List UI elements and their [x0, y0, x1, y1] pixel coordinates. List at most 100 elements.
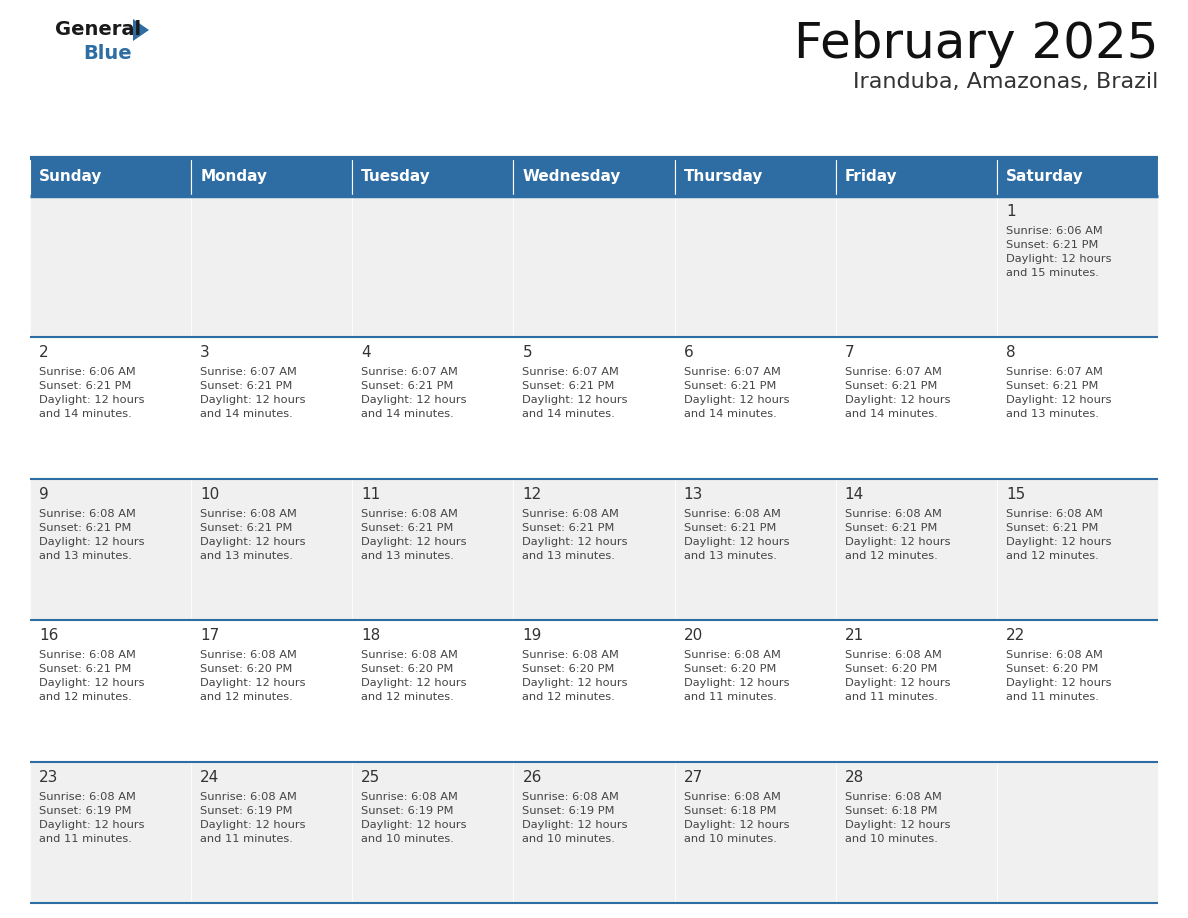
Bar: [997, 158, 1158, 196]
Bar: [30, 196, 191, 338]
Bar: [835, 196, 997, 338]
Bar: [30, 338, 191, 479]
Bar: [353, 196, 513, 338]
Text: Sunrise: 6:06 AM
Sunset: 6:21 PM
Daylight: 12 hours
and 14 minutes.: Sunrise: 6:06 AM Sunset: 6:21 PM Dayligh…: [39, 367, 145, 420]
Bar: [191, 621, 353, 762]
Bar: [513, 621, 675, 762]
Text: 9: 9: [39, 487, 49, 502]
Text: Sunrise: 6:08 AM
Sunset: 6:21 PM
Daylight: 12 hours
and 13 minutes.: Sunrise: 6:08 AM Sunset: 6:21 PM Dayligh…: [361, 509, 467, 561]
Bar: [30, 158, 191, 196]
Text: 1: 1: [1006, 204, 1016, 219]
Bar: [675, 338, 835, 479]
Text: 25: 25: [361, 769, 380, 785]
Bar: [353, 479, 513, 621]
Bar: [191, 338, 353, 479]
Bar: [191, 762, 353, 903]
Bar: [353, 158, 513, 196]
Text: Sunrise: 6:08 AM
Sunset: 6:21 PM
Daylight: 12 hours
and 13 minutes.: Sunrise: 6:08 AM Sunset: 6:21 PM Dayligh…: [200, 509, 305, 561]
Text: 7: 7: [845, 345, 854, 361]
Text: Sunrise: 6:08 AM
Sunset: 6:21 PM
Daylight: 12 hours
and 12 minutes.: Sunrise: 6:08 AM Sunset: 6:21 PM Dayligh…: [845, 509, 950, 561]
Text: 14: 14: [845, 487, 864, 502]
Bar: [353, 338, 513, 479]
Text: Sunday: Sunday: [39, 170, 102, 185]
Text: Sunrise: 6:08 AM
Sunset: 6:20 PM
Daylight: 12 hours
and 11 minutes.: Sunrise: 6:08 AM Sunset: 6:20 PM Dayligh…: [683, 650, 789, 702]
Text: Sunrise: 6:08 AM
Sunset: 6:20 PM
Daylight: 12 hours
and 12 minutes.: Sunrise: 6:08 AM Sunset: 6:20 PM Dayligh…: [200, 650, 305, 702]
Text: Monday: Monday: [200, 170, 267, 185]
Bar: [191, 196, 353, 338]
Bar: [513, 762, 675, 903]
Text: 6: 6: [683, 345, 694, 361]
Text: Sunrise: 6:08 AM
Sunset: 6:21 PM
Daylight: 12 hours
and 13 minutes.: Sunrise: 6:08 AM Sunset: 6:21 PM Dayligh…: [683, 509, 789, 561]
Text: 4: 4: [361, 345, 371, 361]
Text: 21: 21: [845, 628, 864, 644]
Bar: [835, 762, 997, 903]
Text: 23: 23: [39, 769, 58, 785]
Bar: [353, 762, 513, 903]
Text: 2: 2: [39, 345, 49, 361]
Text: Iranduba, Amazonas, Brazil: Iranduba, Amazonas, Brazil: [853, 72, 1158, 92]
Text: Wednesday: Wednesday: [523, 170, 621, 185]
Bar: [513, 338, 675, 479]
Bar: [675, 158, 835, 196]
Text: 22: 22: [1006, 628, 1025, 644]
Bar: [30, 621, 191, 762]
Text: 10: 10: [200, 487, 220, 502]
Text: Sunrise: 6:07 AM
Sunset: 6:21 PM
Daylight: 12 hours
and 14 minutes.: Sunrise: 6:07 AM Sunset: 6:21 PM Dayligh…: [200, 367, 305, 420]
Text: Sunrise: 6:07 AM
Sunset: 6:21 PM
Daylight: 12 hours
and 14 minutes.: Sunrise: 6:07 AM Sunset: 6:21 PM Dayligh…: [845, 367, 950, 420]
Text: Sunrise: 6:06 AM
Sunset: 6:21 PM
Daylight: 12 hours
and 15 minutes.: Sunrise: 6:06 AM Sunset: 6:21 PM Dayligh…: [1006, 226, 1111, 278]
Text: Sunrise: 6:08 AM
Sunset: 6:18 PM
Daylight: 12 hours
and 10 minutes.: Sunrise: 6:08 AM Sunset: 6:18 PM Dayligh…: [683, 791, 789, 844]
Text: 3: 3: [200, 345, 210, 361]
Text: Tuesday: Tuesday: [361, 170, 431, 185]
Text: Sunrise: 6:08 AM
Sunset: 6:19 PM
Daylight: 12 hours
and 10 minutes.: Sunrise: 6:08 AM Sunset: 6:19 PM Dayligh…: [361, 791, 467, 844]
Text: 18: 18: [361, 628, 380, 644]
Bar: [513, 479, 675, 621]
Bar: [675, 762, 835, 903]
Text: 17: 17: [200, 628, 220, 644]
Bar: [30, 479, 191, 621]
Text: 12: 12: [523, 487, 542, 502]
Text: 28: 28: [845, 769, 864, 785]
Bar: [997, 196, 1158, 338]
Bar: [835, 338, 997, 479]
Text: Sunrise: 6:07 AM
Sunset: 6:21 PM
Daylight: 12 hours
and 14 minutes.: Sunrise: 6:07 AM Sunset: 6:21 PM Dayligh…: [683, 367, 789, 420]
Polygon shape: [133, 19, 148, 41]
Bar: [835, 621, 997, 762]
Text: 5: 5: [523, 345, 532, 361]
Bar: [835, 158, 997, 196]
Text: Sunrise: 6:07 AM
Sunset: 6:21 PM
Daylight: 12 hours
and 14 minutes.: Sunrise: 6:07 AM Sunset: 6:21 PM Dayligh…: [361, 367, 467, 420]
Text: Sunrise: 6:08 AM
Sunset: 6:21 PM
Daylight: 12 hours
and 12 minutes.: Sunrise: 6:08 AM Sunset: 6:21 PM Dayligh…: [39, 650, 145, 702]
Text: 19: 19: [523, 628, 542, 644]
Bar: [513, 196, 675, 338]
Text: Sunrise: 6:08 AM
Sunset: 6:18 PM
Daylight: 12 hours
and 10 minutes.: Sunrise: 6:08 AM Sunset: 6:18 PM Dayligh…: [845, 791, 950, 844]
Text: Sunrise: 6:08 AM
Sunset: 6:19 PM
Daylight: 12 hours
and 11 minutes.: Sunrise: 6:08 AM Sunset: 6:19 PM Dayligh…: [200, 791, 305, 844]
Text: Sunrise: 6:08 AM
Sunset: 6:21 PM
Daylight: 12 hours
and 12 minutes.: Sunrise: 6:08 AM Sunset: 6:21 PM Dayligh…: [1006, 509, 1111, 561]
Text: Sunrise: 6:07 AM
Sunset: 6:21 PM
Daylight: 12 hours
and 13 minutes.: Sunrise: 6:07 AM Sunset: 6:21 PM Dayligh…: [1006, 367, 1111, 420]
Bar: [513, 158, 675, 196]
Text: Friday: Friday: [845, 170, 897, 185]
Text: Sunrise: 6:08 AM
Sunset: 6:20 PM
Daylight: 12 hours
and 12 minutes.: Sunrise: 6:08 AM Sunset: 6:20 PM Dayligh…: [361, 650, 467, 702]
Bar: [30, 762, 191, 903]
Bar: [997, 479, 1158, 621]
Text: 24: 24: [200, 769, 220, 785]
Text: Blue: Blue: [83, 44, 132, 63]
Text: 27: 27: [683, 769, 703, 785]
Bar: [675, 621, 835, 762]
Text: Sunrise: 6:08 AM
Sunset: 6:19 PM
Daylight: 12 hours
and 11 minutes.: Sunrise: 6:08 AM Sunset: 6:19 PM Dayligh…: [39, 791, 145, 844]
Text: Sunrise: 6:07 AM
Sunset: 6:21 PM
Daylight: 12 hours
and 14 minutes.: Sunrise: 6:07 AM Sunset: 6:21 PM Dayligh…: [523, 367, 628, 420]
Bar: [191, 158, 353, 196]
Text: Sunrise: 6:08 AM
Sunset: 6:21 PM
Daylight: 12 hours
and 13 minutes.: Sunrise: 6:08 AM Sunset: 6:21 PM Dayligh…: [523, 509, 628, 561]
Text: 26: 26: [523, 769, 542, 785]
Text: General: General: [55, 20, 141, 39]
Bar: [675, 479, 835, 621]
Text: 20: 20: [683, 628, 703, 644]
Text: Sunrise: 6:08 AM
Sunset: 6:19 PM
Daylight: 12 hours
and 10 minutes.: Sunrise: 6:08 AM Sunset: 6:19 PM Dayligh…: [523, 791, 628, 844]
Bar: [353, 621, 513, 762]
Bar: [191, 479, 353, 621]
Bar: [997, 621, 1158, 762]
Text: 16: 16: [39, 628, 58, 644]
Text: 13: 13: [683, 487, 703, 502]
Text: Sunrise: 6:08 AM
Sunset: 6:20 PM
Daylight: 12 hours
and 12 minutes.: Sunrise: 6:08 AM Sunset: 6:20 PM Dayligh…: [523, 650, 628, 702]
Bar: [997, 762, 1158, 903]
Text: Thursday: Thursday: [683, 170, 763, 185]
Bar: [675, 196, 835, 338]
